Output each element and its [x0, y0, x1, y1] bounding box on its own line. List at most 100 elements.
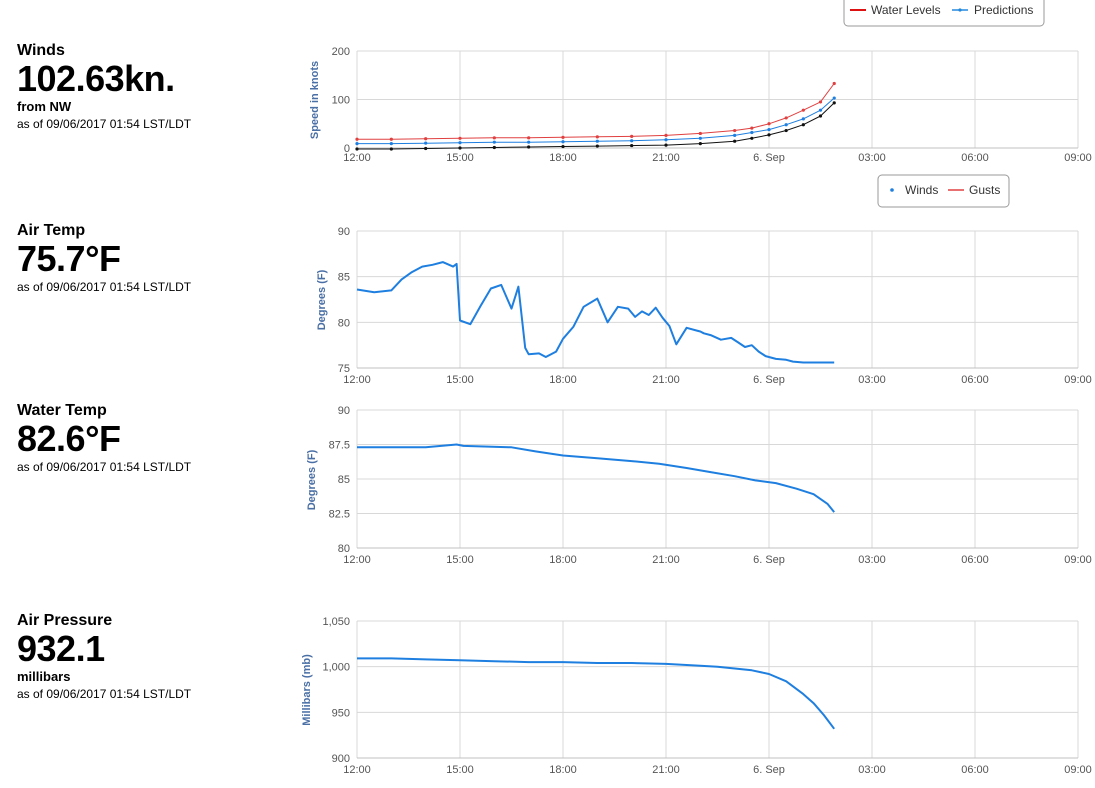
data-point	[630, 139, 634, 143]
series-line-air-temp	[356, 261, 835, 364]
chart-3: 12:00 15:00 18:00 21:00 6. Sep 03:00 06:00 09:0…	[301, 616, 1092, 776]
y-axis-title: Speed in knots	[309, 61, 321, 139]
watertemp-value: 82.6°F	[17, 418, 121, 459]
x-tick-label: 15:00	[446, 764, 474, 776]
data-point	[492, 145, 496, 150]
data-point	[355, 137, 359, 141]
pressure-asof: as of 09/06/2017 01:54 LST/LDT	[17, 687, 192, 701]
data-point	[801, 123, 805, 127]
data-point	[767, 133, 771, 137]
data-point	[595, 139, 599, 143]
y-tick-label: 90	[338, 226, 350, 238]
x-tick-label: 21:00	[652, 374, 680, 386]
data-point	[424, 146, 428, 151]
data-point	[733, 133, 737, 137]
data-point	[750, 126, 754, 130]
x-tick-label: 12:00	[343, 554, 371, 566]
x-tick-label: 09:00	[1064, 764, 1092, 776]
data-point	[767, 122, 771, 126]
data-point	[389, 137, 393, 141]
y-tick-label: 100	[332, 95, 350, 107]
y-tick-label: 80	[338, 543, 350, 555]
legend-winds[interactable]: Winds	[905, 183, 938, 197]
x-tick-label: 18:00	[549, 152, 577, 164]
x-tick-label: 6. Sep	[753, 554, 785, 566]
y-tick-label: 85	[338, 474, 350, 486]
x-tick-label: 06:00	[961, 764, 989, 776]
pressure-unit: millibars	[17, 669, 71, 684]
data-point	[784, 128, 788, 133]
winds-asof: as of 09/06/2017 01:54 LST/LDT	[17, 117, 192, 131]
data-point	[389, 147, 393, 151]
data-point	[527, 145, 531, 149]
winds-direction: from NW	[17, 99, 72, 114]
data-point	[818, 114, 823, 118]
y-axis-title: Degrees (F)	[316, 269, 328, 330]
x-tick-label: 03:00	[858, 152, 886, 164]
x-tick-label: 15:00	[446, 554, 474, 566]
data-point	[561, 135, 565, 139]
airtemp-value: 75.7°F	[17, 238, 121, 279]
data-point	[389, 142, 393, 146]
data-point	[818, 100, 823, 104]
series-line-water-temp	[357, 443, 835, 513]
airtemp-asof: as of 09/06/2017 01:54 LST/LDT	[17, 280, 192, 294]
data-point	[492, 140, 496, 144]
y-tick-label: 90	[338, 405, 350, 417]
x-tick-label: 03:00	[858, 374, 886, 386]
winds-panel: Winds 102.63kn. from NW as of 09/06/2017…	[17, 42, 287, 132]
watertemp-panel: Water Temp 82.6°F as of 09/06/2017 01:54…	[17, 402, 287, 475]
y-tick-label: 85	[338, 272, 350, 284]
y-tick-label: 200	[332, 46, 350, 58]
data-point	[698, 142, 702, 146]
x-tick-label: 09:00	[1064, 152, 1092, 164]
data-point	[733, 139, 737, 143]
legend-water-levels[interactable]: Water Levels	[871, 3, 941, 17]
data-point	[784, 123, 788, 127]
data-point	[458, 146, 462, 150]
data-point	[630, 134, 634, 138]
legend-predictions[interactable]: Predictions	[974, 3, 1033, 17]
series-line-unnamed	[357, 102, 835, 150]
pressure-title: Air Pressure	[17, 612, 113, 629]
x-tick-label: 21:00	[652, 152, 680, 164]
data-point	[630, 143, 634, 148]
data-point	[355, 147, 359, 151]
data-point	[832, 81, 836, 86]
winds-value: 102.63kn.	[17, 58, 175, 99]
chart-2: 12:00 15:00 18:00 21:00 6. Sep 03:00 06:00 09:0…	[306, 405, 1092, 566]
chart-1: 12:00 15:00 18:00 21:00 6. Sep 03:00 06:00 09:0…	[316, 226, 1092, 386]
data-point	[698, 131, 702, 136]
data-point	[767, 127, 771, 132]
x-tick-label: 6. Sep	[753, 374, 785, 386]
x-tick-label: 18:00	[549, 554, 577, 566]
data-point	[561, 144, 565, 149]
data-point	[458, 141, 462, 145]
watertemp-asof: as of 09/06/2017 01:54 LST/LDT	[17, 460, 192, 474]
data-point	[458, 136, 462, 140]
series-line-winds	[357, 97, 835, 145]
winds-legend[interactable]: Winds Gusts	[877, 174, 1010, 208]
data-point	[527, 136, 531, 140]
x-tick-label: 06:00	[961, 554, 989, 566]
y-tick-label: 0	[344, 143, 350, 155]
x-tick-label: 03:00	[858, 554, 886, 566]
data-point	[750, 130, 754, 135]
x-tick-label: 06:00	[961, 374, 989, 386]
top-legend[interactable]: Water Levels Predictions	[843, 0, 1045, 27]
y-tick-label: 1,000	[322, 662, 350, 674]
data-point	[355, 142, 359, 146]
data-point	[595, 135, 599, 139]
data-point	[698, 136, 702, 140]
y-tick-label: 80	[338, 317, 350, 329]
y-tick-label: 87.5	[329, 440, 350, 452]
data-point	[527, 140, 531, 144]
data-point	[801, 108, 805, 112]
x-tick-label: 03:00	[858, 764, 886, 776]
x-tick-label: 12:00	[343, 764, 371, 776]
series-line-gusts	[357, 83, 835, 140]
data-point	[733, 128, 737, 133]
x-tick-label: 18:00	[549, 764, 577, 776]
legend-gusts[interactable]: Gusts	[969, 183, 1000, 197]
